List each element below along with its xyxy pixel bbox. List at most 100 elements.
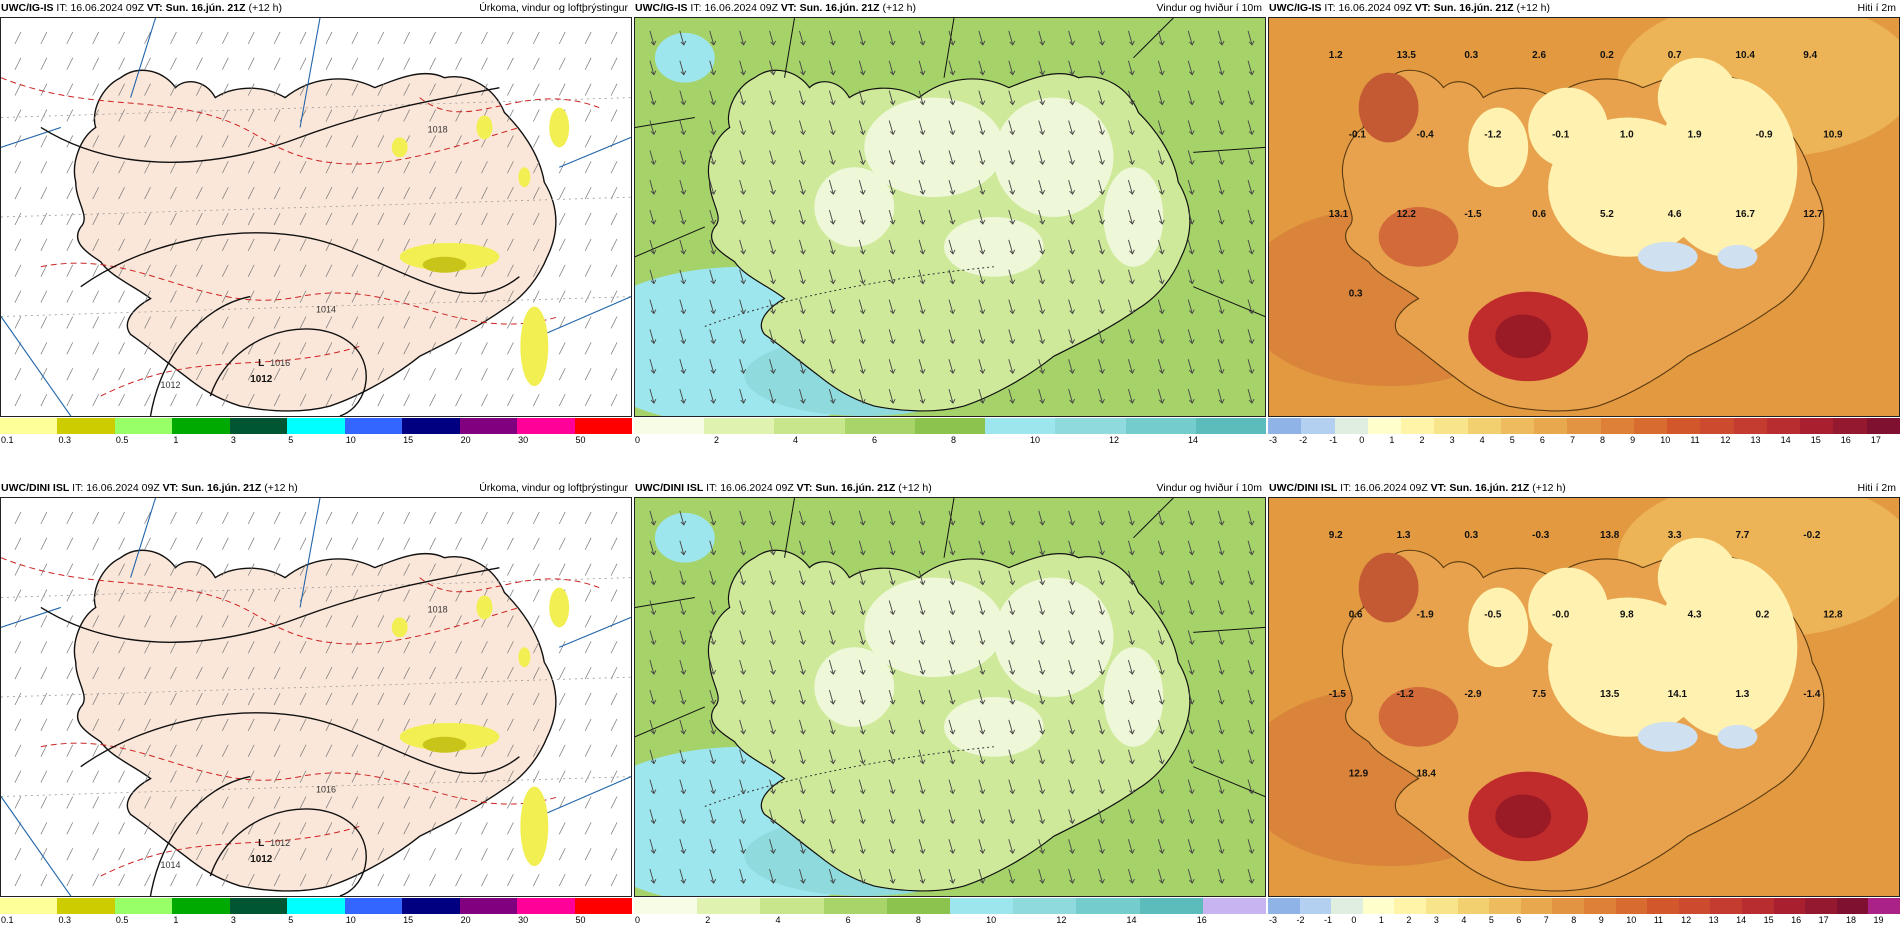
colorbar-swatch — [1139, 898, 1204, 914]
colorbar-swatch — [459, 418, 518, 434]
colorbar-swatch — [1700, 418, 1735, 434]
colorbar-tick: 17 — [1818, 915, 1829, 925]
colorbar-swatch — [1567, 418, 1602, 434]
init-time: 16.06.2024 09Z — [86, 482, 160, 494]
colorbar-swatch — [1520, 898, 1553, 914]
temp-value-label: 0.6 — [1349, 609, 1363, 620]
model-name: UWC/DINI ISL — [1, 482, 70, 494]
colorbar-swatch — [1457, 898, 1490, 914]
colorbar-swatch — [1678, 898, 1711, 914]
init-time: 16.06.2024 09Z — [720, 482, 794, 494]
it-label: IT: — [1340, 482, 1352, 494]
temp-value-label: -0.4 — [1417, 129, 1435, 140]
panel-header: UWC/DINI ISL IT: 16.06.2024 09Z VT: Sun.… — [634, 480, 1266, 497]
panel-wind-dini: UWC/DINI ISL IT: 16.06.2024 09Z VT: Sun.… — [634, 480, 1267, 950]
colorbar: 0 2 4 6 8 10 12 14 16 — [634, 898, 1267, 926]
colorbar-tick: 0.1 — [1, 435, 14, 445]
colorbar: -3 -2 -1 0 1 2 3 4 5 6 7 8 9 10 11 12 13 14 15 16 17 — [1268, 418, 1900, 446]
colorbar-tick: 12 — [1681, 915, 1692, 925]
colorbar-swatch — [1076, 898, 1141, 914]
low-pressure-label: L — [258, 358, 264, 369]
model-name: UWC/DINI ISL — [1269, 482, 1338, 494]
colorbar-tick: -3 — [1269, 915, 1278, 925]
colorbar-tick: 1 — [1389, 435, 1395, 445]
colorbar-tick: 30 — [518, 915, 529, 925]
colorbar-tick: 19 — [1873, 915, 1884, 925]
colorbar-swatch — [287, 898, 346, 914]
colorbar-swatch — [1667, 418, 1701, 434]
colorbar-swatch — [1833, 418, 1868, 434]
lead-time: (+12 h) — [882, 2, 917, 14]
colorbar-tick: 9 — [1598, 915, 1604, 925]
temp-value-label: 3.3 — [1668, 530, 1682, 541]
colorbar-swatch — [1301, 418, 1335, 434]
colorbar-tick: 12 — [1109, 435, 1120, 445]
colorbar-swatch — [1268, 418, 1302, 434]
panel-header: UWC/DINI ISL IT: 16.06.2024 09Z VT: Sun.… — [1268, 480, 1900, 497]
run-info: UWC/IG-IS IT: 16.06.2024 09Z VT: Sun. 16… — [1269, 0, 1550, 17]
colorbar-swatch — [985, 418, 1056, 434]
vt-label: VT: — [1414, 2, 1431, 14]
colorbar-swatch — [1268, 898, 1301, 914]
run-info: UWC/IG-IS IT: 16.06.2024 09Z VT: Sun. 16… — [1, 0, 282, 17]
colorbar-tick: 0 — [1359, 435, 1365, 445]
panel-title: Hiti í 2m — [1857, 482, 1896, 494]
colorbar-tick: 2 — [1419, 435, 1425, 445]
colorbar-swatch — [57, 898, 116, 914]
colorbar-tick: 10 — [1660, 435, 1671, 445]
colorbar-tick: 6 — [872, 435, 878, 445]
colorbar-tick: 6 — [1516, 915, 1522, 925]
panel-temp-dini: UWC/DINI ISL IT: 16.06.2024 09Z VT: Sun.… — [1268, 480, 1900, 950]
temp-value-label: 12.7 — [1803, 209, 1823, 220]
valid-time: Sun. 16.jún. 21Z — [815, 482, 896, 494]
colorbar-tick: 10 — [345, 435, 356, 445]
colorbar-swatch — [914, 418, 986, 434]
colorbar-swatch — [1552, 898, 1585, 914]
temp-value-label: -0.9 — [1755, 129, 1773, 140]
temp-value-label: 7.5 — [1532, 689, 1546, 700]
colorbar-tick: 12 — [1720, 435, 1731, 445]
colorbar-tick: 9 — [1630, 435, 1636, 445]
temp-value-label: 9.4 — [1803, 50, 1817, 61]
colorbar: 0.1 0.3 0.5 1 3 5 10 15 20 30 50 — [0, 418, 633, 446]
temp-value-label: -0.1 — [1349, 129, 1367, 140]
map-svg: 1.2 13.5 0.3 2.6 0.2 0.7 10.4 9.4 -0.1 -0.4 -1.2 -0… — [1269, 18, 1899, 416]
colorbar-swatch — [1434, 418, 1469, 434]
colorbar-tick: 16 — [1791, 915, 1802, 925]
panel-title: Hiti í 2m — [1857, 2, 1896, 14]
colorbar-tick: 4 — [775, 915, 781, 925]
temp-value-label: 0.3 — [1464, 50, 1478, 61]
model-name: UWC/IG-IS — [635, 2, 688, 14]
colorbar-tick: 1 — [173, 435, 179, 445]
panel-title: Vindur og hviður í 10m — [1156, 482, 1262, 494]
colorbar-tick: 6 — [1539, 435, 1545, 445]
colorbar-tick: 15 — [403, 435, 414, 445]
vt-label: VT: — [162, 482, 179, 494]
colorbar-swatch — [114, 418, 173, 434]
colorbar-swatch — [172, 898, 231, 914]
colorbar-tick: 7 — [1543, 915, 1549, 925]
colorbar-swatch — [697, 898, 761, 914]
it-label: IT: — [56, 2, 68, 14]
temp-value-label: 0.3 — [1349, 289, 1363, 300]
colorbar-swatch — [574, 418, 633, 434]
run-info: UWC/DINI ISL IT: 16.06.2024 09Z VT: Sun.… — [635, 480, 932, 497]
model-name: UWC/DINI ISL — [635, 482, 704, 494]
run-info: UWC/DINI ISL IT: 16.06.2024 09Z VT: Sun.… — [1, 480, 298, 497]
colorbar-tick: 11 — [1690, 435, 1700, 445]
map-svg — [635, 498, 1265, 896]
colorbar-swatch — [517, 418, 576, 434]
colorbar-tick: 20 — [460, 915, 471, 925]
temp-value-label: 1.3 — [1736, 689, 1750, 700]
colorbar-swatch — [1394, 898, 1427, 914]
temp-value-label: 1.3 — [1397, 530, 1411, 541]
init-time: 16.06.2024 09Z — [704, 2, 778, 14]
init-time: 16.06.2024 09Z — [70, 2, 144, 14]
colorbar-tick: 4 — [1461, 915, 1467, 925]
colorbar-swatch — [114, 898, 173, 914]
colorbar-swatch — [287, 418, 346, 434]
colorbar-swatch — [172, 418, 231, 434]
map-area: 1018 1016 1014 1012 L 1012 — [0, 497, 632, 897]
colorbar-tick: 8 — [1600, 435, 1606, 445]
colorbar-tick: 4 — [793, 435, 799, 445]
